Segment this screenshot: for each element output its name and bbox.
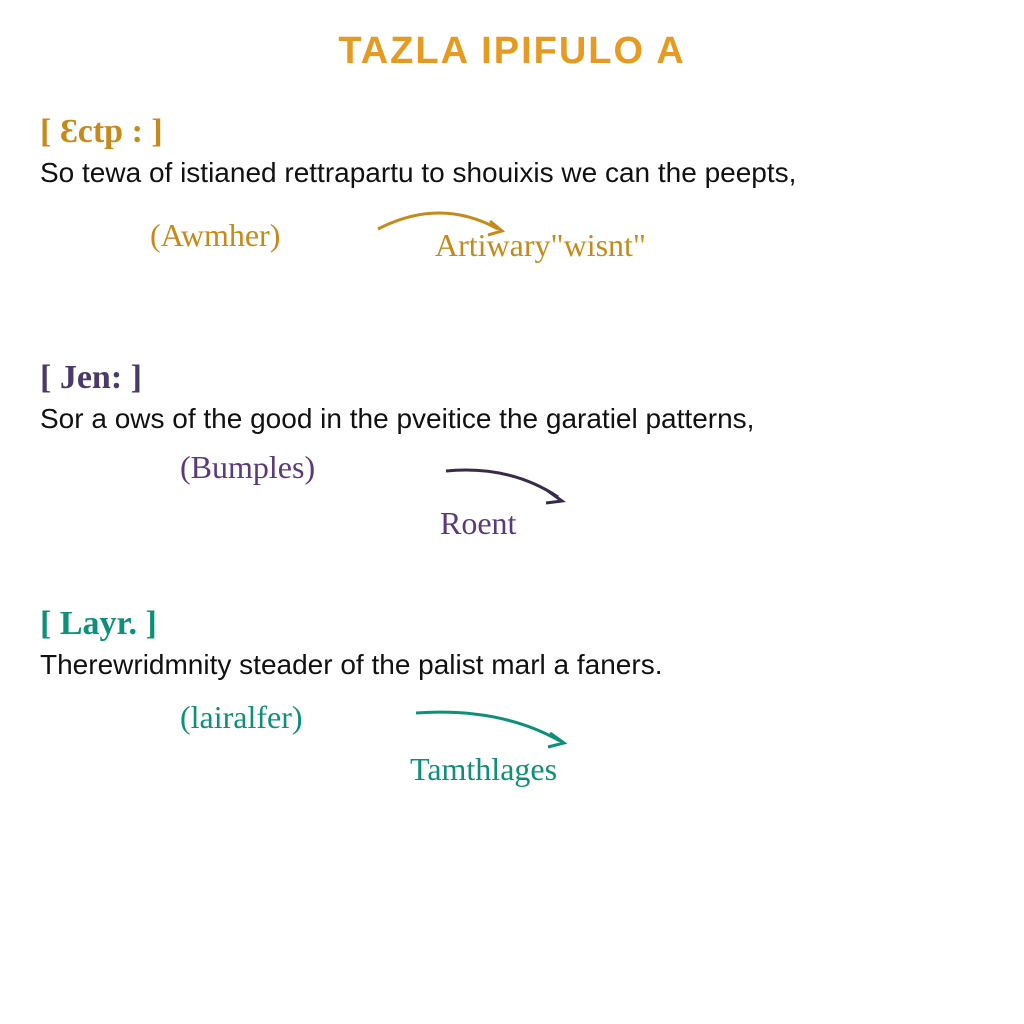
arrow-icon-3 xyxy=(410,699,590,754)
section-1: [ Ɛctp : ] So tewa of istianed rettrapar… xyxy=(40,113,984,329)
body-text-3: Therewridmnity steader of the palist mar… xyxy=(40,649,984,681)
section-2: [ Jen: ] Sor a ows of the good in the pv… xyxy=(40,359,984,575)
annotation-row-3: (lairalfer) Tamthlages xyxy=(40,691,984,821)
speaker-label-3: [ Layr. ] xyxy=(40,605,984,643)
body-text-2: Sor a ows of the good in the pveitice th… xyxy=(40,403,984,435)
arrow-icon-2 xyxy=(440,455,590,510)
body-text-1: So tewa of istianed rettrapartu to shoui… xyxy=(40,157,984,189)
annot-right-2: Roent xyxy=(440,505,516,542)
annot-left-2: (Bumples) xyxy=(180,449,315,486)
annotation-row-2: (Bumples) Roent xyxy=(40,445,984,575)
annot-right-1: Artiwary"wisnt" xyxy=(435,227,646,264)
annot-right-3: Tamthlages xyxy=(410,751,557,788)
document-page: TAZLA IPIFULO A [ Ɛctp : ] So tewa of is… xyxy=(0,0,1024,1024)
section-3: [ Layr. ] Therewridmnity steader of the … xyxy=(40,605,984,821)
annot-left-1: (Awmher) xyxy=(150,217,280,254)
page-title: TAZLA IPIFULO A xyxy=(40,30,984,73)
speaker-label-2: [ Jen: ] xyxy=(40,359,984,397)
speaker-label-1: [ Ɛctp : ] xyxy=(40,113,984,151)
annot-left-3: (lairalfer) xyxy=(180,699,303,736)
annotation-row-1: (Awmher) Artiwary"wisnt" xyxy=(40,199,984,329)
